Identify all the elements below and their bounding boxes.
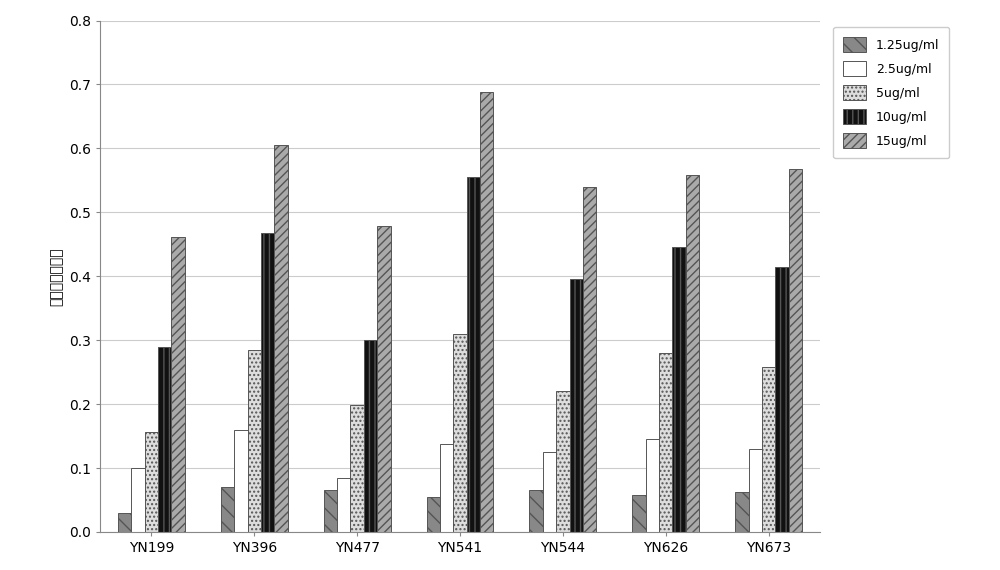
Bar [749,449,762,532]
Bar [632,495,646,532]
Bar [171,237,185,532]
Bar [570,279,583,532]
Bar [427,497,440,532]
Bar [145,431,158,532]
Bar [480,92,493,532]
Bar [529,490,543,532]
Bar [775,267,789,532]
Bar [234,430,248,532]
Bar [158,347,171,532]
Bar [735,492,749,532]
Bar [453,334,467,532]
Bar [248,350,261,532]
Bar [118,513,131,532]
Bar [543,452,556,532]
Bar [583,187,596,532]
Bar [261,233,274,532]
Legend: 1.25ug/ml, 2.5ug/ml, 5ug/ml, 10ug/ml, 15ug/ml: 1.25ug/ml, 2.5ug/ml, 5ug/ml, 10ug/ml, 15… [833,27,949,158]
Bar [274,145,288,532]
Bar [221,487,234,532]
Bar [762,367,775,532]
Bar [672,247,686,532]
Bar [377,226,391,532]
Bar [686,175,699,532]
Y-axis label: 菌丝生长抑制率: 菌丝生长抑制率 [49,247,63,306]
Bar [556,392,570,532]
Bar [467,177,480,532]
Bar [337,478,350,532]
Bar [646,439,659,532]
Bar [659,353,672,532]
Bar [131,468,145,532]
Bar [324,490,337,532]
Bar [440,443,453,532]
Bar [364,340,377,532]
Bar [350,405,364,532]
Bar [789,169,802,532]
